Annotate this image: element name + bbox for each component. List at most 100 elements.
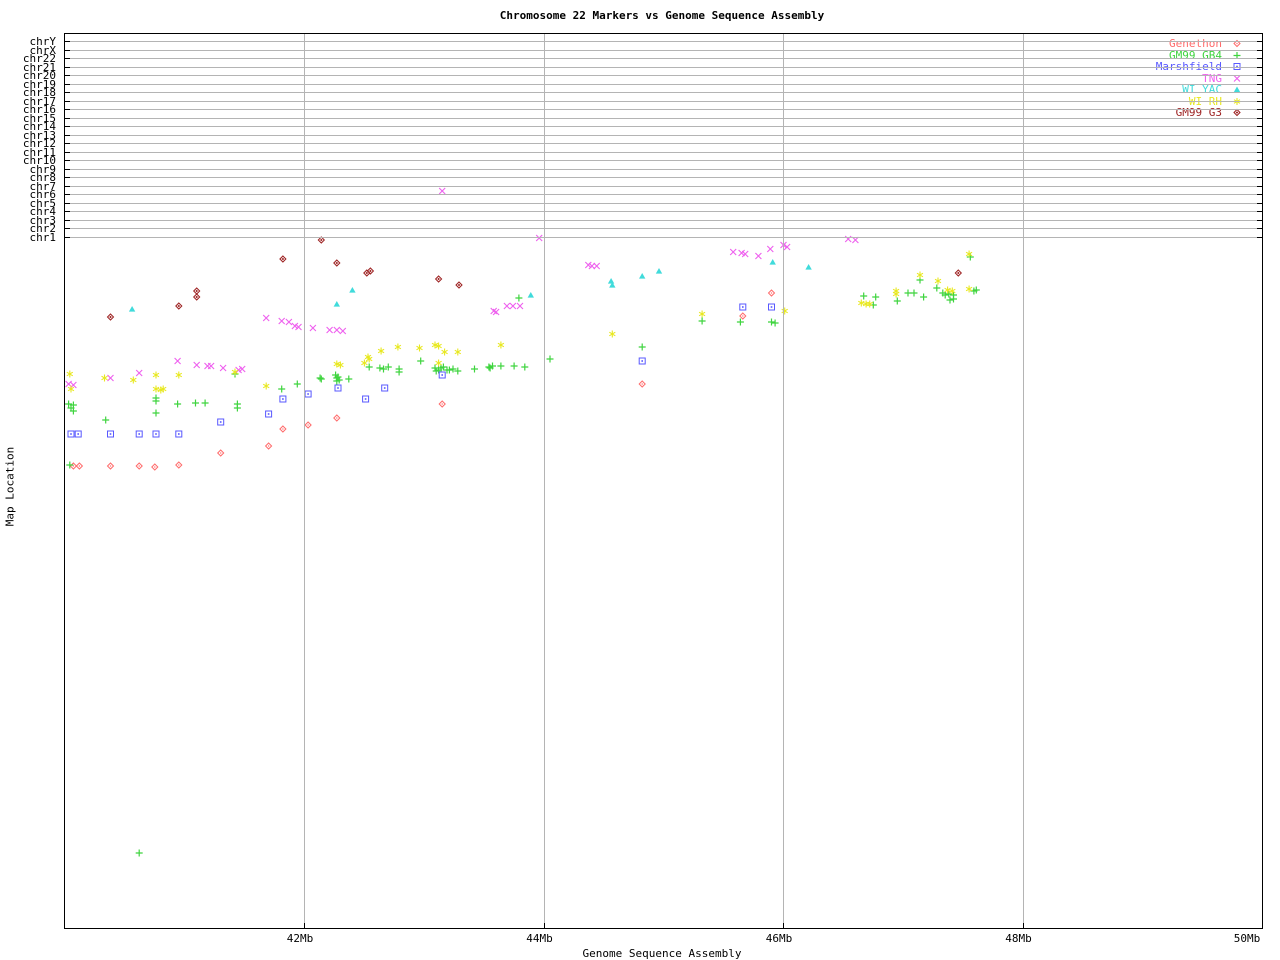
genethon-point <box>217 449 225 457</box>
y-tick <box>65 236 70 238</box>
marshfield-point <box>279 395 287 403</box>
wi-yac-point <box>128 306 136 312</box>
band-gridline <box>65 83 1262 85</box>
x-tick-label: 42Mb <box>286 932 314 945</box>
wi-rh-point <box>415 343 424 353</box>
tng-point <box>193 361 201 369</box>
y-tick <box>65 117 70 119</box>
marshfield-point <box>152 430 160 438</box>
gm99-gb4-point <box>233 403 242 413</box>
wi-rh-point <box>66 369 74 379</box>
y-tick <box>65 160 70 161</box>
gm99-gb4-point <box>871 292 880 302</box>
y-band-label: chr2 <box>29 222 57 235</box>
gm99-gb4-point <box>949 294 958 304</box>
gm99-gb4-point <box>151 408 161 418</box>
y-tick <box>65 49 70 51</box>
band-gridline <box>65 168 1262 170</box>
y-tick <box>1257 185 1262 187</box>
wi-rh-point <box>394 342 402 352</box>
gm99-g3-point <box>455 281 463 289</box>
x-tick <box>304 923 305 928</box>
y-tick <box>1257 236 1262 238</box>
y-band-label: chr21 <box>22 60 56 74</box>
genethon-point <box>333 414 341 422</box>
wi-rh-point <box>100 373 109 383</box>
gm99-g3-point <box>279 255 287 263</box>
band-gridline <box>65 151 1262 153</box>
tng-point <box>333 326 341 334</box>
band-gridline <box>65 117 1262 119</box>
tng-point <box>285 318 293 326</box>
gm99-gb4-point <box>909 288 919 298</box>
marshfield-point <box>265 410 273 418</box>
gm99-gb4-point <box>903 288 913 298</box>
wi-yac-point <box>655 268 663 274</box>
y-tick <box>1257 194 1262 195</box>
gm99-gb4-point <box>510 361 519 371</box>
genethon-point <box>739 312 747 320</box>
y-tick <box>65 151 70 153</box>
y-band-label: chr20 <box>22 69 56 82</box>
genethon-point <box>175 461 183 469</box>
wi-rh-point <box>934 276 942 286</box>
wi-rh-point <box>892 289 900 299</box>
tng-point <box>106 374 115 382</box>
legend-item: TNG <box>1156 73 1244 85</box>
y-band-label: chr13 <box>22 128 56 142</box>
gm99-gb4-point <box>293 379 302 389</box>
wi-yac-point <box>769 259 776 265</box>
marshfield-point <box>217 418 225 426</box>
marshfield-point <box>334 384 342 392</box>
gm99-gb4-point <box>416 356 425 366</box>
marshfield-point <box>362 395 370 403</box>
gm99-gb4-point <box>316 373 325 383</box>
band-gridline <box>65 58 1262 59</box>
band-gridline <box>65 126 1262 127</box>
x-tick-label: 50Mb <box>1233 932 1261 945</box>
y-tick <box>1257 109 1262 110</box>
wi-rh-point <box>698 309 706 319</box>
y-tick <box>1257 100 1262 102</box>
legend-label: GM99 GB4 <box>1169 48 1222 62</box>
y-tick <box>1257 151 1262 153</box>
marshfield-point <box>304 390 312 398</box>
wi-rh-point <box>262 381 270 391</box>
gm99-gb4-point <box>317 374 326 384</box>
y-tick <box>1257 117 1262 119</box>
x-tick <box>1022 923 1024 928</box>
y-tick <box>65 100 70 102</box>
y-tick <box>65 92 70 93</box>
y-band-label: chrY <box>29 35 57 48</box>
wi-rh-point <box>129 375 137 385</box>
gm99-g3-point <box>317 236 325 244</box>
y-tick <box>65 168 70 170</box>
y-band-label: chr1 <box>29 230 57 244</box>
marshfield-point <box>67 430 75 438</box>
y-tick <box>1257 58 1262 59</box>
marshfield-point <box>74 430 82 438</box>
y-tick <box>1257 202 1262 204</box>
y-band-label: chr22 <box>22 52 56 65</box>
genethon-point <box>279 425 287 433</box>
band-gridline <box>65 194 1262 195</box>
genethon-point <box>265 442 273 450</box>
band-gridline <box>65 41 1262 42</box>
y-tick <box>65 228 70 229</box>
mb-gridline <box>304 34 305 928</box>
band-gridline <box>65 202 1262 204</box>
band-gridline <box>65 109 1262 110</box>
genethon-point <box>135 462 143 470</box>
wi-yac-point <box>805 264 812 270</box>
y-tick <box>1257 228 1262 229</box>
y-tick <box>65 185 70 187</box>
gm99-gb4-point <box>173 399 182 409</box>
x-tick <box>783 923 784 928</box>
legend-label: Genethon <box>1169 37 1222 51</box>
wi-yac-point <box>607 278 615 284</box>
y-tick <box>1257 168 1262 170</box>
tng-point <box>509 302 517 310</box>
gm99-g3-point <box>333 259 341 267</box>
